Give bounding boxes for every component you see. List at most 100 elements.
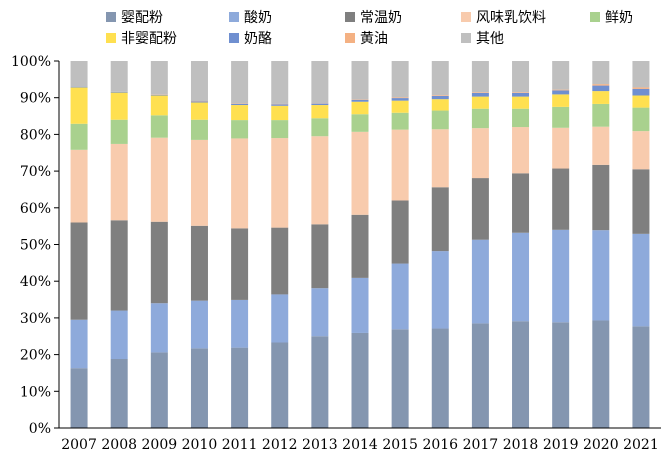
y-tick-label: 20% xyxy=(20,348,51,364)
bar-segment xyxy=(271,106,288,120)
bar-segment xyxy=(512,109,529,127)
bar-segment xyxy=(432,111,449,130)
legend-swatch xyxy=(345,33,355,43)
legend-label: 其他 xyxy=(476,31,504,47)
bar-segment xyxy=(632,108,649,131)
bar-segment xyxy=(432,129,449,187)
legend-item: 常温奶 xyxy=(345,10,402,26)
bar-segment xyxy=(592,104,609,127)
bar-segment xyxy=(472,323,489,428)
bar-segment xyxy=(392,97,409,98)
bar-segment xyxy=(191,102,208,119)
bar-segment xyxy=(151,115,168,137)
bar-segment xyxy=(472,61,489,92)
bar-segment xyxy=(472,93,489,97)
bar-segment xyxy=(592,230,609,320)
bar-segment xyxy=(191,226,208,301)
x-tick-label: 2013 xyxy=(302,437,338,453)
bar-segment xyxy=(311,336,328,428)
x-tick-label: 2016 xyxy=(422,437,458,453)
y-tick-label: 80% xyxy=(20,127,51,143)
bar-segment xyxy=(271,61,288,104)
legend-item: 鲜奶 xyxy=(590,10,633,26)
bar-stack xyxy=(151,61,168,428)
bar-segment xyxy=(71,320,88,368)
bar-segment xyxy=(632,95,649,107)
bar-segment xyxy=(191,140,208,226)
x-tick-label: 2009 xyxy=(142,437,178,453)
y-axis: 0%10%20%30%40%50%60%70%80%90%100% xyxy=(11,54,59,437)
bar-segment xyxy=(151,303,168,352)
bar-segment xyxy=(151,222,168,303)
bar-segment xyxy=(592,127,609,165)
bar-segment xyxy=(191,61,208,101)
bar-segment xyxy=(512,93,529,97)
bar-stack xyxy=(392,61,409,428)
legend-label: 奶酪 xyxy=(244,31,272,47)
y-tick-label: 60% xyxy=(20,201,51,217)
bar-segment xyxy=(71,150,88,223)
bar-segment xyxy=(352,61,369,100)
bar-segment xyxy=(271,104,288,105)
bar-segment xyxy=(632,131,649,169)
bar-segment xyxy=(472,240,489,324)
y-tick-label: 10% xyxy=(20,384,51,400)
bar-stack xyxy=(552,61,569,428)
bar-segment xyxy=(71,61,88,87)
legend-item: 奶酪 xyxy=(229,31,272,47)
bar-segment xyxy=(392,329,409,428)
bar-segment xyxy=(552,90,569,91)
legend-label: 鲜奶 xyxy=(605,10,633,26)
y-tick-label: 70% xyxy=(20,164,51,180)
bar-segment xyxy=(191,301,208,349)
bar-stack xyxy=(592,61,609,428)
bar-segment xyxy=(632,169,649,234)
x-tick-label: 2015 xyxy=(382,437,418,453)
bar-segment xyxy=(552,230,569,322)
bar-segment xyxy=(512,233,529,321)
bar-segment xyxy=(632,326,649,428)
bar-segment xyxy=(111,311,128,359)
legend-label: 酸奶 xyxy=(244,10,272,26)
bar-segment xyxy=(392,200,409,263)
y-tick-label: 100% xyxy=(11,54,51,70)
bar-segment xyxy=(71,87,88,123)
bar-segment xyxy=(231,105,248,120)
bar-stack xyxy=(231,61,248,428)
x-tick-label: 2018 xyxy=(503,437,539,453)
bar-segment xyxy=(111,359,128,428)
bars xyxy=(71,61,650,428)
bar-stack xyxy=(472,61,489,428)
bar-segment xyxy=(271,138,288,228)
x-tick-label: 2008 xyxy=(101,437,137,453)
legend-item: 非婴配粉 xyxy=(106,31,177,47)
bar-segment xyxy=(71,87,88,88)
legend-swatch xyxy=(345,12,355,22)
bar-segment xyxy=(552,128,569,169)
bar-segment xyxy=(311,105,328,118)
bar-segment xyxy=(592,165,609,230)
bar-segment xyxy=(231,300,248,348)
bar-segment xyxy=(392,101,409,113)
bar-segment xyxy=(512,92,529,93)
bar-segment xyxy=(151,95,168,96)
legend-label: 婴配粉 xyxy=(121,10,163,26)
bar-segment xyxy=(231,228,248,300)
legend-item: 婴配粉 xyxy=(106,10,163,26)
bar-segment xyxy=(512,173,529,232)
bar-segment xyxy=(632,234,649,326)
bar-segment xyxy=(552,322,569,428)
y-tick-label: 50% xyxy=(20,238,51,254)
bar-stack xyxy=(512,61,529,428)
x-tick-label: 2012 xyxy=(262,437,298,453)
bar-segment xyxy=(472,109,489,128)
legend-label: 常温奶 xyxy=(360,10,402,26)
legend-swatch xyxy=(106,12,116,22)
legend-label: 黄油 xyxy=(360,30,388,47)
y-tick-label: 90% xyxy=(20,91,51,107)
bar-segment xyxy=(512,321,529,428)
legend-swatch xyxy=(229,33,239,43)
bar-segment xyxy=(71,368,88,428)
